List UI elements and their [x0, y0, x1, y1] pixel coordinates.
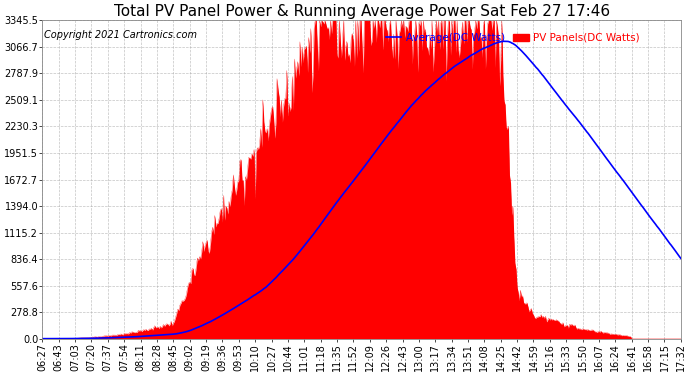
Title: Total PV Panel Power & Running Average Power Sat Feb 27 17:46: Total PV Panel Power & Running Average P… [114, 4, 610, 19]
Text: Copyright 2021 Cartronics.com: Copyright 2021 Cartronics.com [43, 30, 197, 40]
Legend: Average(DC Watts), PV Panels(DC Watts): Average(DC Watts), PV Panels(DC Watts) [382, 29, 644, 47]
